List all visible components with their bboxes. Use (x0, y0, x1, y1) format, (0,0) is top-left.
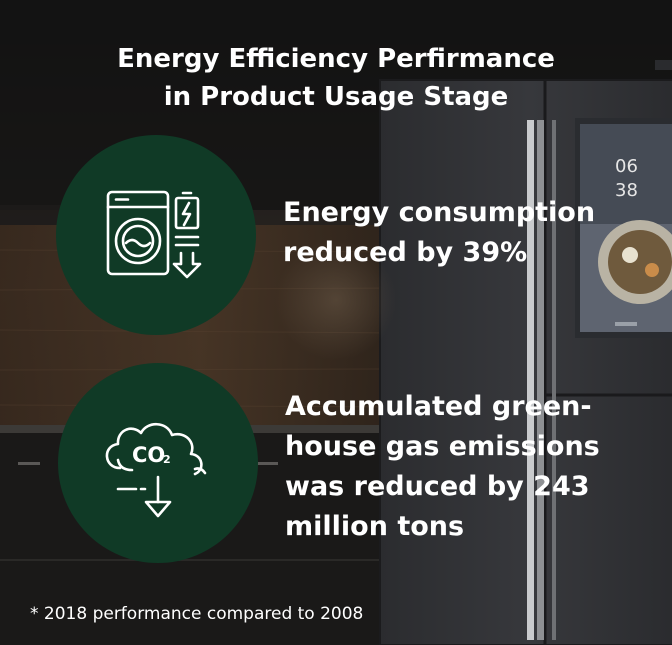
co2-label: CO (132, 443, 165, 467)
page-title: Energy Efficiency Perfirmance in Product… (0, 40, 672, 116)
page-title-line2: in Product Usage Stage (163, 82, 509, 112)
emissions-icon-badge: CO 2 (58, 363, 258, 563)
co2-cloud-down-icon: CO 2 (105, 422, 207, 518)
emissions-stat-line3: was reduced by 243 (285, 471, 590, 502)
washing-machine-battery-icon (106, 190, 202, 279)
fridge-screen-clock: 06 38 (615, 156, 638, 201)
energy-icon-badge (56, 135, 256, 335)
co2-subscript: 2 (163, 453, 171, 466)
energy-stat-line2: reduced by 39% (283, 237, 528, 268)
page-title-line1: Energy Efficiency Perfirmance (117, 44, 555, 74)
emissions-stat-line2: house gas emissions (285, 431, 600, 462)
footnote: * 2018 performance compared to 2008 (30, 604, 364, 624)
energy-stat: Energy consumption reduced by 39% (283, 193, 595, 273)
emissions-stat-line1: Accumulated green- (285, 391, 592, 422)
clock-hours: 06 (615, 156, 638, 177)
emissions-stat: Accumulated green- house gas emissions w… (285, 387, 600, 547)
emissions-stat-line4: million tons (285, 511, 465, 542)
clock-minutes: 38 (615, 180, 638, 201)
energy-stat-line1: Energy consumption (283, 197, 596, 228)
